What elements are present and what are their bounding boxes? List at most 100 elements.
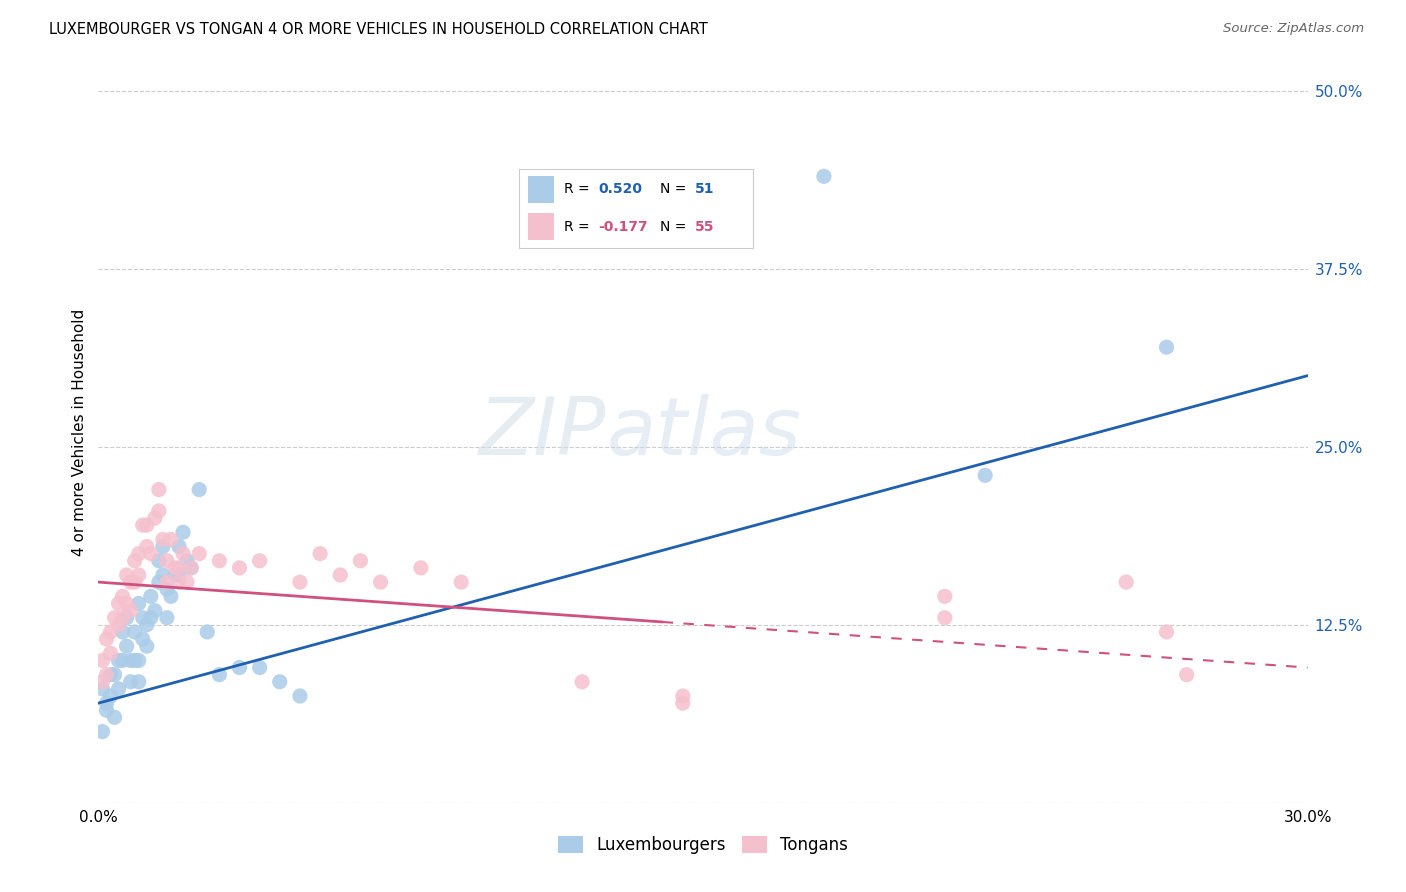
Point (409, 561, 432, 575)
Point (148, 575, 170, 590)
Point (163, 568, 186, 582)
Point (128, 547, 150, 561)
Legend: Luxembourgers, Tongans: Luxembourgers, Tongans (551, 830, 855, 861)
Point (309, 547, 332, 561)
Point (180, 561, 202, 575)
Point (571, 674, 593, 689)
Point (132, 632, 155, 646)
Point (152, 540, 174, 554)
Point (139, 610, 162, 624)
Point (163, 561, 186, 575)
Point (143, 511, 166, 525)
Point (103, 610, 125, 624)
Text: atlas: atlas (606, 393, 801, 472)
Point (124, 554, 146, 568)
Point (450, 575, 472, 590)
Point (128, 674, 150, 689)
Point (115, 568, 138, 582)
Y-axis label: 4 or more Vehicles in Household: 4 or more Vehicles in Household (72, 309, 87, 557)
Point (160, 590, 183, 604)
Point (249, 660, 271, 674)
Point (152, 533, 174, 547)
Point (124, 653, 146, 667)
Point (152, 568, 174, 582)
Point (1156, 624, 1178, 639)
Point (1156, 340, 1178, 354)
Point (208, 667, 231, 681)
Point (172, 547, 194, 561)
Point (156, 582, 179, 597)
Point (128, 568, 150, 582)
Point (111, 624, 134, 639)
Point (96, 696, 118, 710)
Point (167, 575, 190, 590)
Point (349, 554, 371, 568)
Text: R =: R = (564, 219, 589, 234)
Point (96, 703, 118, 717)
Point (934, 610, 956, 624)
Point (148, 554, 170, 568)
Point (188, 547, 211, 561)
Point (91, 674, 114, 689)
Point (120, 575, 142, 590)
Point (370, 575, 392, 590)
Point (176, 554, 198, 568)
Point (91, 653, 114, 667)
Point (120, 674, 142, 689)
Point (672, 689, 695, 703)
Point (135, 540, 157, 554)
Point (100, 624, 122, 639)
Point (91, 724, 114, 739)
Point (208, 554, 231, 568)
Point (180, 561, 202, 575)
Point (156, 554, 179, 568)
Point (124, 624, 146, 639)
Point (167, 568, 190, 582)
Point (176, 575, 198, 590)
Point (813, 169, 835, 184)
Point (120, 653, 142, 667)
Point (135, 518, 157, 533)
Point (188, 483, 211, 497)
Point (100, 689, 122, 703)
Point (172, 525, 194, 540)
Point (934, 590, 956, 604)
Point (288, 689, 311, 703)
Point (156, 610, 179, 624)
Point (143, 604, 166, 618)
Point (160, 533, 183, 547)
Point (156, 575, 179, 590)
Text: 51: 51 (695, 182, 714, 196)
Text: -0.177: -0.177 (599, 219, 648, 234)
Point (228, 561, 250, 575)
Point (329, 568, 352, 582)
Point (128, 597, 150, 611)
FancyBboxPatch shape (529, 176, 554, 202)
Point (96, 632, 118, 646)
Point (1115, 575, 1137, 590)
Text: N =: N = (659, 219, 686, 234)
Point (120, 604, 142, 618)
Point (111, 653, 134, 667)
Point (103, 667, 125, 681)
Point (111, 590, 134, 604)
Point (100, 667, 122, 681)
Point (128, 653, 150, 667)
Point (115, 639, 138, 653)
Point (91, 681, 114, 696)
Point (107, 617, 129, 632)
Text: 55: 55 (695, 219, 714, 234)
Point (100, 646, 122, 660)
Point (167, 561, 190, 575)
Point (288, 575, 311, 590)
Point (107, 597, 129, 611)
Point (124, 575, 146, 590)
Point (139, 547, 162, 561)
Point (139, 590, 162, 604)
Point (135, 617, 157, 632)
Point (167, 540, 190, 554)
Point (148, 483, 170, 497)
Point (115, 610, 138, 624)
Point (135, 639, 157, 653)
Point (132, 610, 155, 624)
